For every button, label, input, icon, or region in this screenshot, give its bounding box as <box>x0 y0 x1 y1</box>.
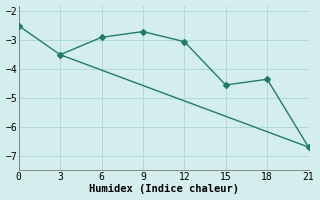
X-axis label: Humidex (Indice chaleur): Humidex (Indice chaleur) <box>89 184 239 194</box>
